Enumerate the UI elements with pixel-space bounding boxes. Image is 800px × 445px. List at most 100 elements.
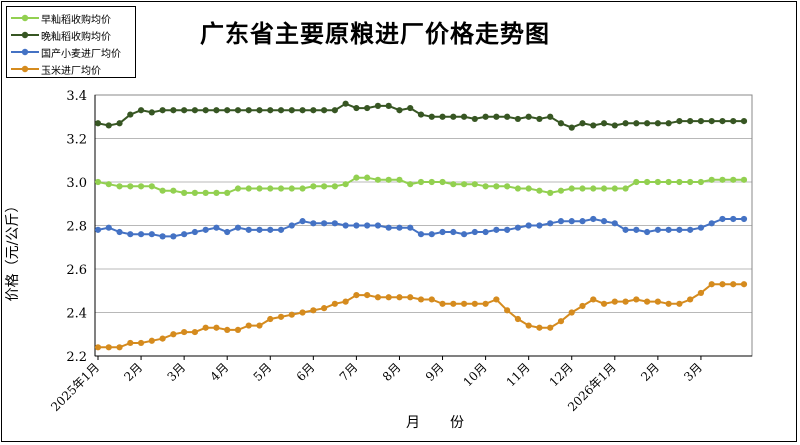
data-point bbox=[622, 120, 629, 127]
data-point bbox=[277, 313, 285, 320]
data-point bbox=[116, 183, 123, 190]
data-point bbox=[740, 176, 748, 183]
data-point bbox=[213, 107, 220, 114]
data-point bbox=[321, 220, 328, 227]
data-point bbox=[482, 113, 489, 120]
data-point bbox=[159, 233, 166, 240]
y-tick-label: 2.4 bbox=[66, 307, 87, 322]
legend-item-wheat: 国产小麦进厂均价 bbox=[7, 44, 135, 61]
series-layer bbox=[94, 100, 748, 351]
data-point bbox=[536, 222, 543, 229]
data-point bbox=[321, 183, 328, 190]
data-point bbox=[697, 118, 705, 125]
data-point bbox=[202, 324, 209, 331]
tick-label-layer: 2.2 2.4 2.6 2.8 3.0 3.2 3.4 2025年1月 2月 3月 4月 5月 6月 7月… bbox=[48, 89, 705, 414]
data-point bbox=[600, 120, 608, 127]
data-point bbox=[310, 220, 317, 227]
data-point bbox=[224, 228, 231, 236]
data-point bbox=[493, 183, 500, 190]
data-point bbox=[105, 344, 112, 351]
data-point bbox=[611, 298, 618, 305]
y-tick-label: 2.6 bbox=[66, 263, 87, 278]
data-point bbox=[417, 111, 425, 118]
data-point bbox=[708, 176, 715, 183]
data-point bbox=[568, 124, 575, 131]
data-point bbox=[568, 185, 575, 192]
data-point bbox=[697, 178, 705, 186]
legend-swatch-early-rice bbox=[11, 14, 39, 22]
data-point bbox=[374, 294, 382, 301]
data-point bbox=[331, 220, 338, 227]
data-point bbox=[385, 224, 392, 231]
data-point bbox=[407, 294, 414, 301]
data-point bbox=[407, 224, 414, 231]
data-point bbox=[288, 222, 295, 229]
data-point bbox=[525, 113, 532, 120]
data-point bbox=[719, 118, 726, 125]
data-point bbox=[482, 183, 489, 190]
data-point bbox=[687, 178, 694, 186]
x-tick-label: 8月 bbox=[380, 360, 404, 384]
legend: 早籼稻收购均价 晚籼稻收购均价 国产小麦进厂均价 玉米进厂均价 bbox=[6, 6, 136, 78]
data-point bbox=[213, 324, 220, 331]
data-point bbox=[170, 331, 177, 338]
data-point bbox=[94, 120, 102, 127]
data-point bbox=[234, 107, 242, 114]
data-point bbox=[310, 183, 317, 190]
data-point bbox=[245, 107, 252, 114]
data-point bbox=[719, 281, 726, 288]
data-point bbox=[191, 228, 198, 236]
data-point bbox=[654, 120, 661, 127]
data-point bbox=[525, 222, 532, 229]
x-tick-label: 3月 bbox=[164, 360, 188, 384]
y-tick-label: 2.2 bbox=[66, 350, 87, 365]
data-point bbox=[342, 222, 349, 229]
data-point bbox=[353, 104, 360, 112]
data-point bbox=[450, 181, 457, 188]
data-point bbox=[590, 122, 597, 129]
data-point bbox=[611, 185, 618, 192]
legend-item-early-rice: 早籼稻收购均价 bbox=[7, 10, 135, 27]
data-point bbox=[622, 298, 629, 305]
data-point bbox=[342, 100, 349, 107]
data-point bbox=[105, 224, 112, 231]
data-point bbox=[471, 228, 478, 236]
data-point bbox=[676, 226, 683, 233]
data-point bbox=[116, 344, 123, 351]
data-point bbox=[471, 181, 478, 188]
data-point bbox=[450, 228, 457, 236]
data-point bbox=[277, 185, 285, 192]
data-point bbox=[181, 328, 188, 336]
data-point bbox=[740, 281, 748, 288]
grid-layer bbox=[95, 94, 752, 357]
data-point bbox=[525, 185, 532, 192]
legend-item-corn: 玉米进厂均价 bbox=[7, 61, 135, 78]
data-point bbox=[579, 218, 586, 225]
data-point bbox=[407, 181, 414, 188]
data-point bbox=[396, 294, 403, 301]
data-point bbox=[471, 300, 478, 307]
data-point bbox=[299, 107, 306, 114]
y-tick-label: 3.2 bbox=[66, 133, 87, 148]
data-point bbox=[687, 226, 694, 233]
data-point bbox=[353, 292, 360, 299]
legend-label-corn: 玉米进厂均价 bbox=[41, 66, 101, 77]
data-point bbox=[396, 107, 403, 114]
data-point bbox=[493, 226, 500, 233]
data-point bbox=[364, 292, 371, 299]
data-point bbox=[191, 189, 198, 196]
data-point bbox=[687, 296, 694, 303]
legend-swatch-wheat bbox=[11, 48, 39, 56]
data-point bbox=[288, 185, 295, 192]
data-point bbox=[224, 107, 231, 114]
data-point bbox=[633, 178, 640, 186]
data-point bbox=[536, 115, 543, 123]
data-point bbox=[116, 228, 123, 236]
data-point bbox=[245, 322, 252, 329]
data-point bbox=[730, 281, 737, 288]
data-point bbox=[224, 189, 231, 196]
data-point bbox=[590, 296, 597, 303]
data-point bbox=[374, 176, 382, 183]
data-point bbox=[730, 215, 737, 223]
data-point bbox=[202, 226, 209, 233]
